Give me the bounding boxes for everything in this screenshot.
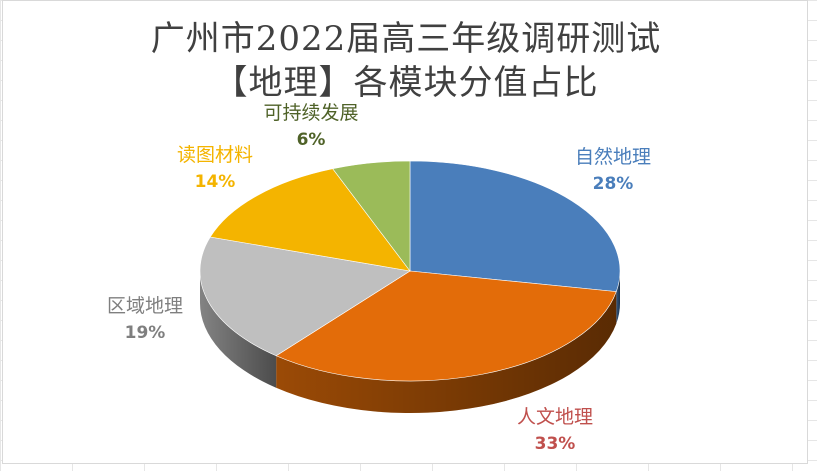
data-label-natural-percent: 28% xyxy=(593,174,634,194)
data-label-human-name: 人文地理 xyxy=(517,406,593,428)
pie-slice-sustainable[interactable] xyxy=(332,160,411,272)
chart-title-line-1: 广州市2022届高三年级调研测试 xyxy=(150,19,662,59)
pie-slice-regional[interactable] xyxy=(199,236,411,357)
pie-chart-plot[interactable]: 自然地理 28% 人文地理 33% 区域地理 19% 读图材料 14% 可持续发展 6% xyxy=(3,1,809,465)
pie-side-shade-regional xyxy=(200,271,277,388)
pie-slice-map-reading[interactable] xyxy=(209,168,411,272)
pie-side-shade-human xyxy=(276,291,617,414)
chart-title-line-2: 【地理】各模块分值占比 xyxy=(213,63,599,103)
chart-area[interactable]: 广州市2022届高三年级调研测试 【地理】各模块分值占比 自然地理 28% 人文地理… xyxy=(2,0,808,464)
data-label-regional-percent: 19% xyxy=(125,323,166,343)
data-label-map-reading-name: 读图材料 xyxy=(177,144,253,166)
pie-slice-natural[interactable] xyxy=(409,160,621,292)
data-label-regional-name: 区域地理 xyxy=(107,295,183,317)
pie-side-shade-natural xyxy=(616,271,620,324)
data-label-natural-name: 自然地理 xyxy=(575,146,651,168)
data-label-map-reading-percent: 14% xyxy=(195,172,236,192)
pie-slice-human[interactable] xyxy=(275,270,617,382)
data-label-human-percent: 33% xyxy=(535,434,576,454)
data-label-sustainable-name: 可持续发展 xyxy=(263,102,358,124)
data-label-sustainable-percent: 6% xyxy=(297,130,326,150)
